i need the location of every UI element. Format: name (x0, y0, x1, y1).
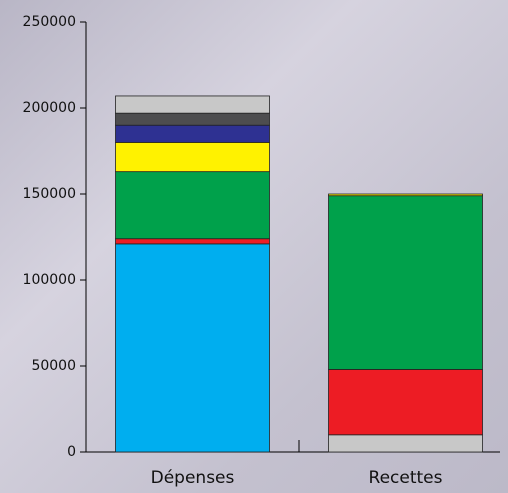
y-tick-label: 0 (67, 444, 76, 460)
y-tick-label: 50000 (31, 358, 76, 374)
bar-segment (328, 193, 483, 197)
x-tick-label: Dépenses (151, 468, 235, 488)
y-tick-label: 100000 (23, 272, 76, 288)
bar-segment (115, 141, 270, 173)
bar-segment (115, 124, 270, 143)
y-tick-label: 200000 (23, 100, 76, 116)
bar-segment (115, 238, 270, 245)
bar-segment (328, 195, 483, 370)
bar-segment (115, 171, 270, 240)
y-tick-label: 150000 (23, 186, 76, 202)
bar-segment (328, 369, 483, 436)
bar-segment (115, 95, 270, 114)
x-tick-label: Recettes (369, 468, 443, 488)
bar-segment (115, 112, 270, 126)
y-tick-label: 250000 (23, 14, 76, 30)
bar-segment (328, 434, 483, 453)
bar-segment (115, 243, 270, 453)
